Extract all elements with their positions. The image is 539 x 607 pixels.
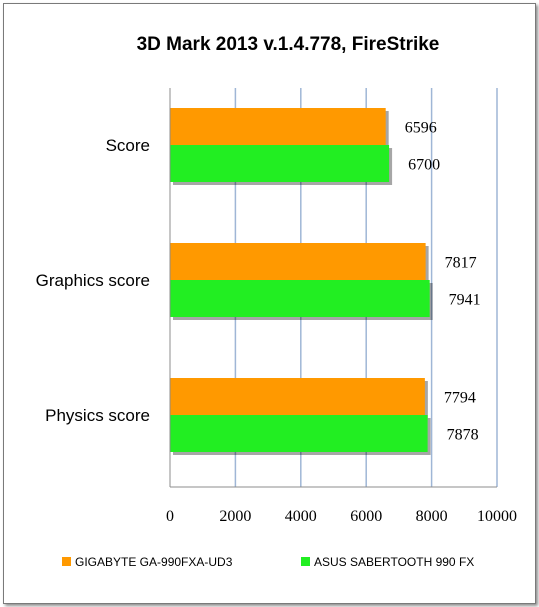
bar-physics-score-asus-sabertooth-990-fx — [170, 415, 428, 452]
chart-title: 3D Mark 2013 v.1.4.778, FireStrike — [137, 34, 440, 55]
bar-graphics-score-asus-sabertooth-990-fx — [170, 280, 430, 317]
value-label-graphics-score-1: 7941 — [449, 292, 481, 309]
category-label-score: Score — [106, 136, 150, 155]
legend-swatch-asus-sabertooth-990-fx — [301, 557, 310, 566]
tick-labels: 0 2000 4000 6000 8000 10000 — [166, 508, 517, 525]
value-label-score-1: 6700 — [408, 157, 440, 174]
legend-swatch-gigabyte-ga-990fxa-ud3 — [62, 557, 71, 566]
tick-label-0: 0 — [166, 508, 174, 525]
tick-label-6000: 6000 — [350, 508, 382, 525]
legend: GIGABYTE GA-990FXA-UD3 ASUS SABERTOOTH 99… — [62, 555, 474, 569]
bar-graphics-score-gigabyte-ga-990fxa-ud3 — [170, 243, 426, 280]
tick-label-4000: 4000 — [285, 508, 317, 525]
tick-label-2000: 2000 — [219, 508, 251, 525]
category-label-physics-score: Physics score — [45, 406, 150, 425]
value-labels: 6596 6700 7817 7941 7794 7878 — [405, 120, 481, 444]
value-label-score-0: 6596 — [405, 120, 437, 137]
tick-label-8000: 8000 — [416, 508, 448, 525]
category-labels: Score Graphics score Physics score — [36, 136, 150, 425]
bars — [170, 108, 433, 455]
legend-label-asus-sabertooth-990-fx: ASUS SABERTOOTH 990 FX — [314, 555, 474, 569]
value-label-physics-score-0: 7794 — [444, 390, 476, 407]
bar-score-asus-sabertooth-990-fx — [170, 145, 390, 182]
value-label-graphics-score-0: 7817 — [445, 255, 477, 272]
bar-physics-score-gigabyte-ga-990fxa-ud3 — [170, 378, 425, 415]
tick-label-10000: 10000 — [477, 508, 517, 525]
legend-label-gigabyte-ga-990fxa-ud3: GIGABYTE GA-990FXA-UD3 — [75, 555, 233, 569]
axes — [169, 88, 497, 488]
bar-score-gigabyte-ga-990fxa-ud3 — [170, 108, 386, 145]
category-label-graphics-score: Graphics score — [36, 271, 150, 290]
value-label-physics-score-1: 7878 — [447, 427, 479, 444]
